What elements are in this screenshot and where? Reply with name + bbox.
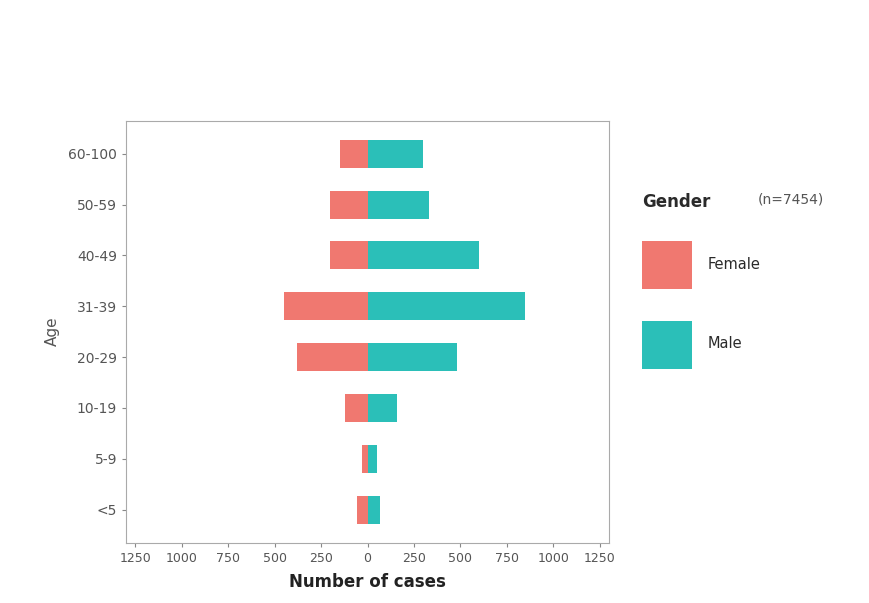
- Bar: [368, 445, 376, 473]
- Text: Gender: Gender: [641, 193, 710, 211]
- Bar: [330, 241, 368, 270]
- Bar: [339, 140, 368, 168]
- Bar: [368, 292, 525, 320]
- Bar: [368, 191, 428, 218]
- Text: 25 February – 30 June 2020 (: 25 February – 30 June 2020 (: [10, 68, 230, 81]
- Y-axis label: Age: Age: [45, 317, 60, 347]
- Text: Female: Female: [706, 257, 760, 271]
- Text: (n=7454): (n=7454): [757, 193, 823, 207]
- Text: Figure 4. Age and sex distribution of confirmed COVID-19 cases in the WHO Africa: Figure 4. Age and sex distribution of co…: [10, 18, 715, 32]
- Bar: [368, 394, 397, 422]
- Text: Male: Male: [706, 336, 741, 351]
- Bar: [296, 343, 368, 371]
- Bar: [368, 496, 379, 523]
- Text: =7 454): =7 454): [291, 68, 351, 81]
- FancyBboxPatch shape: [641, 321, 691, 369]
- Text: n: n: [275, 68, 285, 81]
- Bar: [368, 343, 456, 371]
- Circle shape: [591, 75, 869, 124]
- Bar: [357, 496, 368, 523]
- Bar: [330, 191, 368, 218]
- Bar: [345, 394, 368, 422]
- X-axis label: Number of cases: Number of cases: [289, 573, 446, 591]
- Bar: [283, 292, 368, 320]
- Bar: [368, 241, 479, 270]
- Bar: [368, 140, 423, 168]
- Bar: [362, 445, 368, 473]
- FancyBboxPatch shape: [641, 241, 691, 289]
